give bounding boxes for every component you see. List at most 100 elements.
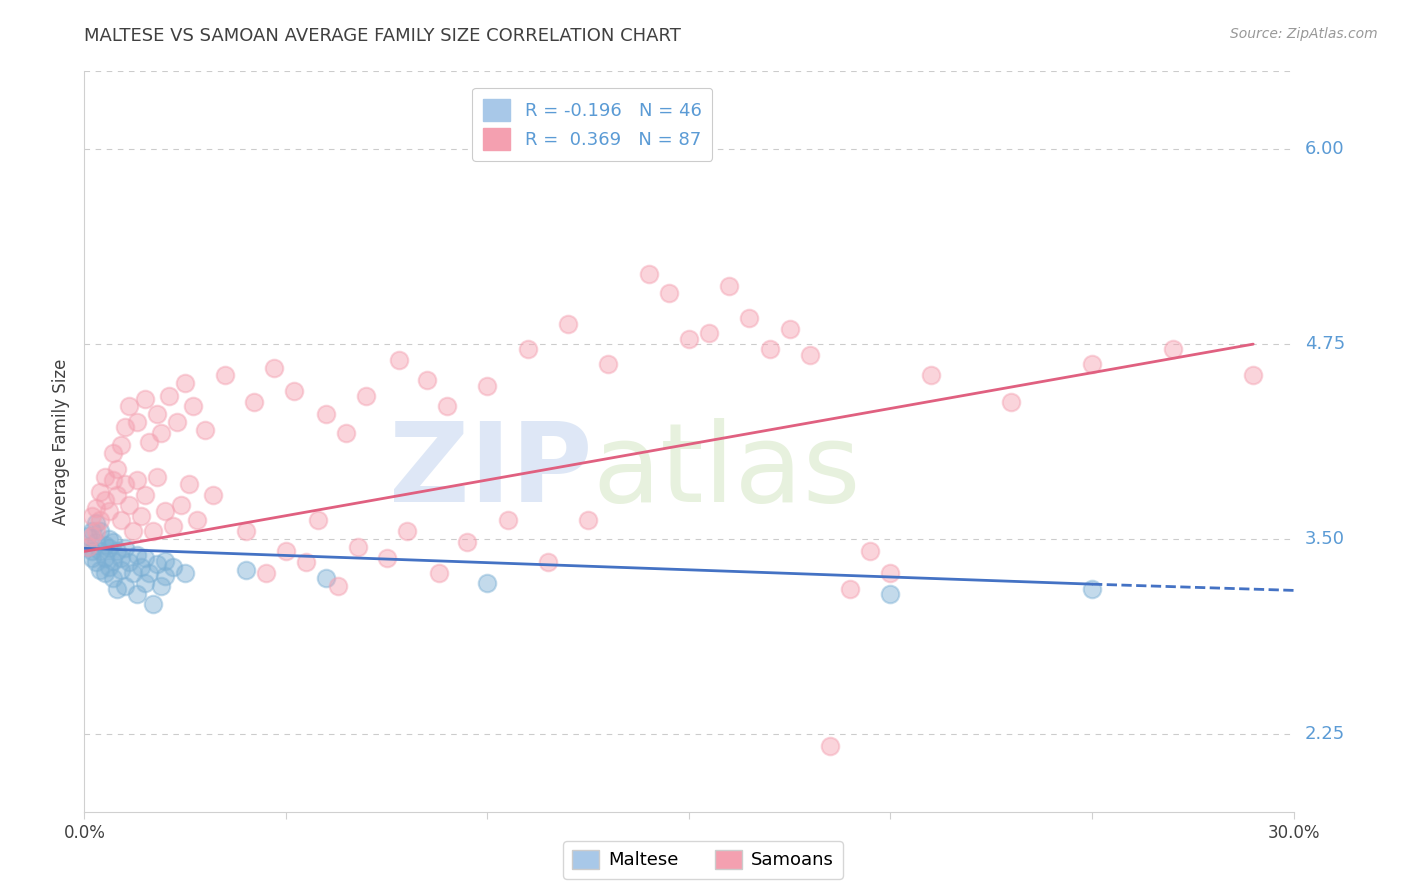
Point bbox=[77, 540, 100, 554]
Point bbox=[242, 394, 264, 409]
Point bbox=[101, 571, 124, 585]
Point bbox=[142, 524, 165, 538]
Point bbox=[214, 368, 236, 383]
Point bbox=[97, 532, 120, 546]
Point bbox=[859, 544, 882, 558]
Point bbox=[97, 504, 120, 518]
Point bbox=[82, 524, 104, 538]
Point bbox=[557, 317, 579, 331]
Point bbox=[149, 579, 172, 593]
Point bbox=[202, 488, 225, 502]
Point bbox=[101, 535, 124, 549]
Point bbox=[105, 488, 128, 502]
Point bbox=[118, 498, 141, 512]
Point bbox=[101, 473, 124, 487]
Point bbox=[416, 373, 439, 387]
Point bbox=[125, 473, 148, 487]
Text: ZIP: ZIP bbox=[389, 417, 592, 524]
Point bbox=[105, 462, 128, 476]
Point bbox=[537, 555, 560, 569]
Point bbox=[637, 267, 659, 281]
Point bbox=[162, 560, 184, 574]
Point bbox=[142, 598, 165, 612]
Point bbox=[82, 550, 104, 565]
Point bbox=[97, 541, 120, 556]
Point bbox=[335, 425, 357, 440]
Text: Source: ZipAtlas.com: Source: ZipAtlas.com bbox=[1230, 27, 1378, 41]
Point bbox=[388, 352, 411, 367]
Point bbox=[114, 419, 136, 434]
Point bbox=[427, 566, 450, 581]
Point bbox=[129, 508, 152, 523]
Point bbox=[138, 566, 160, 581]
Point bbox=[436, 400, 458, 414]
Point bbox=[738, 310, 761, 325]
Point bbox=[477, 379, 499, 393]
Point bbox=[121, 566, 143, 581]
Point bbox=[496, 513, 519, 527]
Point bbox=[758, 342, 780, 356]
Point bbox=[274, 544, 297, 558]
Point bbox=[678, 333, 700, 347]
Point bbox=[166, 415, 188, 429]
Point bbox=[516, 342, 538, 356]
Point bbox=[879, 566, 901, 581]
Point bbox=[134, 575, 156, 590]
Point bbox=[170, 498, 193, 512]
Point bbox=[356, 388, 378, 402]
Point bbox=[779, 321, 801, 335]
Point bbox=[818, 739, 841, 754]
Point bbox=[879, 586, 901, 600]
Point bbox=[839, 582, 862, 596]
Point bbox=[153, 504, 176, 518]
Point bbox=[93, 469, 115, 483]
Point bbox=[153, 554, 176, 568]
Text: atlas: atlas bbox=[592, 417, 860, 524]
Point bbox=[125, 548, 148, 562]
Point bbox=[153, 569, 176, 583]
Point bbox=[89, 485, 111, 500]
Point bbox=[93, 550, 115, 565]
Point bbox=[82, 508, 104, 523]
Point bbox=[395, 524, 418, 538]
Point bbox=[283, 384, 305, 398]
Point bbox=[125, 415, 148, 429]
Point bbox=[1081, 582, 1104, 596]
Point bbox=[295, 555, 318, 569]
Point bbox=[328, 579, 350, 593]
Point bbox=[110, 513, 132, 527]
Point bbox=[1241, 368, 1264, 383]
Point bbox=[697, 326, 720, 341]
Point bbox=[77, 529, 100, 543]
Point bbox=[101, 446, 124, 460]
Point bbox=[174, 376, 197, 390]
Point bbox=[456, 535, 478, 549]
Point bbox=[118, 555, 141, 569]
Point bbox=[146, 469, 169, 483]
Point bbox=[920, 368, 942, 383]
Point bbox=[134, 550, 156, 565]
Point bbox=[93, 538, 115, 552]
Point bbox=[93, 566, 115, 581]
Point bbox=[89, 524, 111, 538]
Point bbox=[77, 540, 100, 554]
Point bbox=[263, 360, 285, 375]
Point bbox=[82, 544, 104, 558]
Point bbox=[105, 582, 128, 596]
Text: 3.50: 3.50 bbox=[1305, 530, 1344, 548]
Text: 4.75: 4.75 bbox=[1305, 335, 1346, 353]
Point bbox=[86, 500, 108, 515]
Point bbox=[718, 279, 741, 293]
Point bbox=[101, 554, 124, 568]
Text: MALTESE VS SAMOAN AVERAGE FAMILY SIZE CORRELATION CHART: MALTESE VS SAMOAN AVERAGE FAMILY SIZE CO… bbox=[84, 27, 682, 45]
Point bbox=[186, 513, 208, 527]
Point bbox=[658, 285, 681, 300]
Point bbox=[86, 524, 108, 538]
Text: 6.00: 6.00 bbox=[1305, 140, 1344, 158]
Point bbox=[110, 550, 132, 565]
Point bbox=[315, 571, 337, 585]
Point bbox=[118, 400, 141, 414]
Point bbox=[157, 388, 180, 402]
Point bbox=[105, 544, 128, 558]
Point bbox=[799, 348, 821, 362]
